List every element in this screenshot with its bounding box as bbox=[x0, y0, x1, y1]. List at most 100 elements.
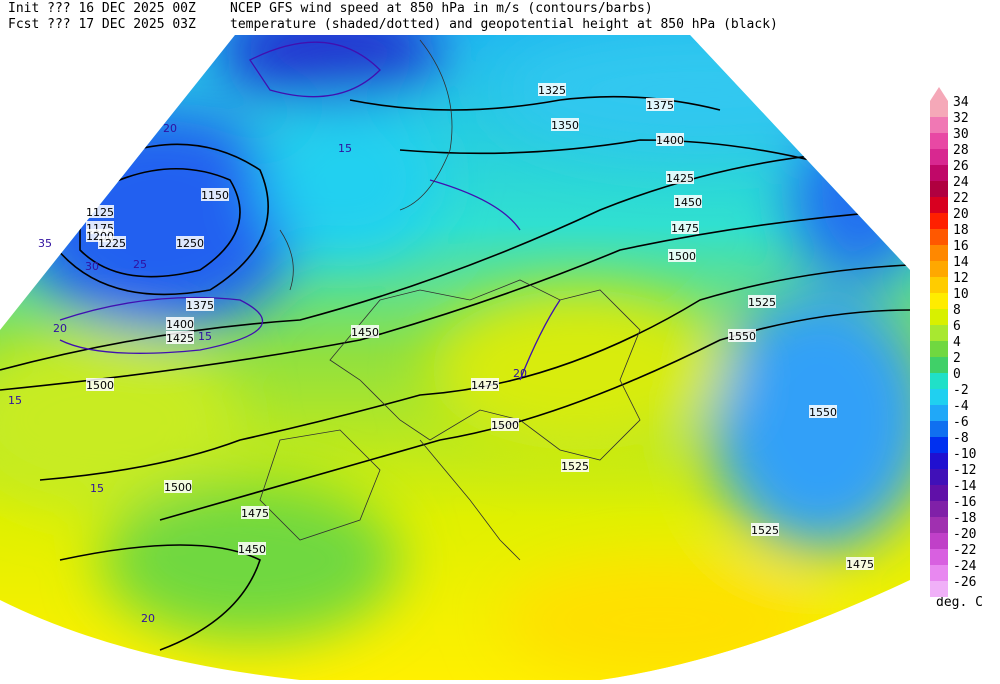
height-contour-label: 1375 bbox=[646, 99, 674, 112]
colorbar-label: -18 bbox=[953, 511, 976, 526]
colorbar-label: 12 bbox=[953, 271, 969, 286]
height-contour-label: 1400 bbox=[166, 318, 194, 331]
height-contour-label: 1500 bbox=[491, 419, 519, 432]
title-line-1: NCEP GFS wind speed at 850 hPa in m/s (c… bbox=[230, 1, 653, 16]
colorbar-label: -16 bbox=[953, 495, 976, 510]
contour-label-bg bbox=[674, 195, 702, 208]
colorbar-swatch bbox=[930, 389, 948, 405]
height-contour-label: 1425 bbox=[666, 172, 694, 185]
legend-units: deg. C bbox=[936, 595, 983, 610]
colorbar-label: -10 bbox=[953, 447, 976, 462]
wind-contour-label: 25 bbox=[133, 258, 147, 271]
contour-label-bg bbox=[671, 221, 699, 234]
height-contour-label: 1500 bbox=[164, 481, 192, 494]
colorbar-swatch bbox=[930, 229, 948, 245]
colorbar-swatch bbox=[930, 245, 948, 261]
contour-label-bg bbox=[241, 506, 269, 519]
colorbar-swatch bbox=[930, 405, 948, 421]
colorbar-label: 20 bbox=[953, 207, 969, 222]
colorbar-swatch bbox=[930, 533, 948, 549]
contour-label-bg bbox=[666, 171, 694, 184]
height-contour-label: 1550 bbox=[809, 406, 837, 419]
colorbar-swatch bbox=[930, 453, 948, 469]
colorbar-swatch bbox=[930, 293, 948, 309]
colorbar-swatch bbox=[930, 213, 948, 229]
contour-label-bg bbox=[551, 118, 579, 131]
wind-contour-label: 30 bbox=[85, 260, 99, 273]
contour-label-bg bbox=[186, 298, 214, 311]
colorbar-swatch bbox=[930, 325, 948, 341]
colorbar-label: 10 bbox=[953, 287, 969, 302]
height-contour-label: 1225 bbox=[98, 237, 126, 250]
height-contour-label: 1150 bbox=[201, 189, 229, 202]
colorbar-swatch bbox=[930, 501, 948, 517]
colorbar-label: 2 bbox=[953, 351, 961, 366]
height-contour-label: 1325 bbox=[538, 84, 566, 97]
contour-label-bg bbox=[86, 378, 114, 391]
contour-label-bg bbox=[846, 557, 874, 570]
colorbar-label: 6 bbox=[953, 319, 961, 334]
wind-contour-label: 15 bbox=[8, 394, 22, 407]
contour-label-bg bbox=[98, 236, 126, 249]
colorbar-swatch bbox=[930, 149, 948, 165]
colorbar-label: -20 bbox=[953, 527, 976, 542]
colorbar-swatch bbox=[930, 197, 948, 213]
height-contour-label: 1425 bbox=[166, 332, 194, 345]
height-contour-label: 1450 bbox=[351, 326, 379, 339]
colorbar-swatch bbox=[930, 421, 948, 437]
colorbar-swatch bbox=[930, 517, 948, 533]
height-contour-label: 1125 bbox=[86, 206, 114, 219]
contour-label-bg bbox=[748, 295, 776, 308]
wind-contour-label: 35 bbox=[38, 237, 52, 250]
colorbar-swatch bbox=[930, 277, 948, 293]
contour-label-bg bbox=[164, 480, 192, 493]
colorbar-label: 30 bbox=[953, 127, 969, 142]
wind-contour-label: 20 bbox=[53, 322, 67, 335]
colorbar-label: 4 bbox=[953, 335, 961, 350]
height-contour-label: 1475 bbox=[241, 507, 269, 520]
wind-contour-label: 15 bbox=[90, 482, 104, 495]
wind-contour-label: 15 bbox=[198, 330, 212, 343]
map-area bbox=[0, 35, 910, 680]
contour-label-bg bbox=[201, 188, 229, 201]
contour-label-bg bbox=[238, 542, 266, 555]
height-contour-label: 1375 bbox=[186, 299, 214, 312]
title-line-2: temperature (shaded/dotted) and geopoten… bbox=[230, 17, 778, 32]
wind-contour-label: 20 bbox=[141, 612, 155, 625]
colorbar-label: -2 bbox=[953, 383, 969, 398]
colorbar-label: 8 bbox=[953, 303, 961, 318]
height-contour-label: 1500 bbox=[86, 379, 114, 392]
contour-label-bg bbox=[646, 98, 674, 111]
contour-label-bg bbox=[668, 249, 696, 262]
colorbar-label: 18 bbox=[953, 223, 969, 238]
init-text: Init ??? 16 DEC 2025 00Z bbox=[8, 1, 196, 16]
colorbar-swatch bbox=[930, 373, 948, 389]
contour-label-bg bbox=[471, 378, 499, 391]
contour-label-bg bbox=[351, 325, 379, 338]
height-contour-label: 1350 bbox=[551, 119, 579, 132]
height-contour-label: 1450 bbox=[674, 196, 702, 209]
contour-label-bg bbox=[491, 418, 519, 431]
colorbar-label: -12 bbox=[953, 463, 976, 478]
colorbar-label: -22 bbox=[953, 543, 976, 558]
height-contour-label: 1525 bbox=[751, 524, 779, 537]
contour-label-bg bbox=[86, 205, 114, 218]
colorbar-swatch bbox=[930, 357, 948, 373]
height-contour-label: 1525 bbox=[748, 296, 776, 309]
colorbar-label: 34 bbox=[953, 95, 969, 110]
colorbar-label: 26 bbox=[953, 159, 969, 174]
colorbar-swatch bbox=[930, 581, 948, 597]
colorbar-label: -4 bbox=[953, 399, 969, 414]
colorbar-label: 14 bbox=[953, 255, 969, 270]
colorbar-label: -8 bbox=[953, 431, 969, 446]
colorbar-swatch bbox=[930, 549, 948, 565]
colorbar-swatch bbox=[930, 165, 948, 181]
contour-label-bg bbox=[538, 83, 566, 96]
colorbar-swatch bbox=[930, 437, 948, 453]
colorbar-swatch bbox=[930, 341, 948, 357]
wind-contour-label: 15 bbox=[338, 142, 352, 155]
colorbar-swatch bbox=[930, 485, 948, 501]
colorbar-swatch bbox=[930, 181, 948, 197]
height-contour-label: 1250 bbox=[176, 237, 204, 250]
